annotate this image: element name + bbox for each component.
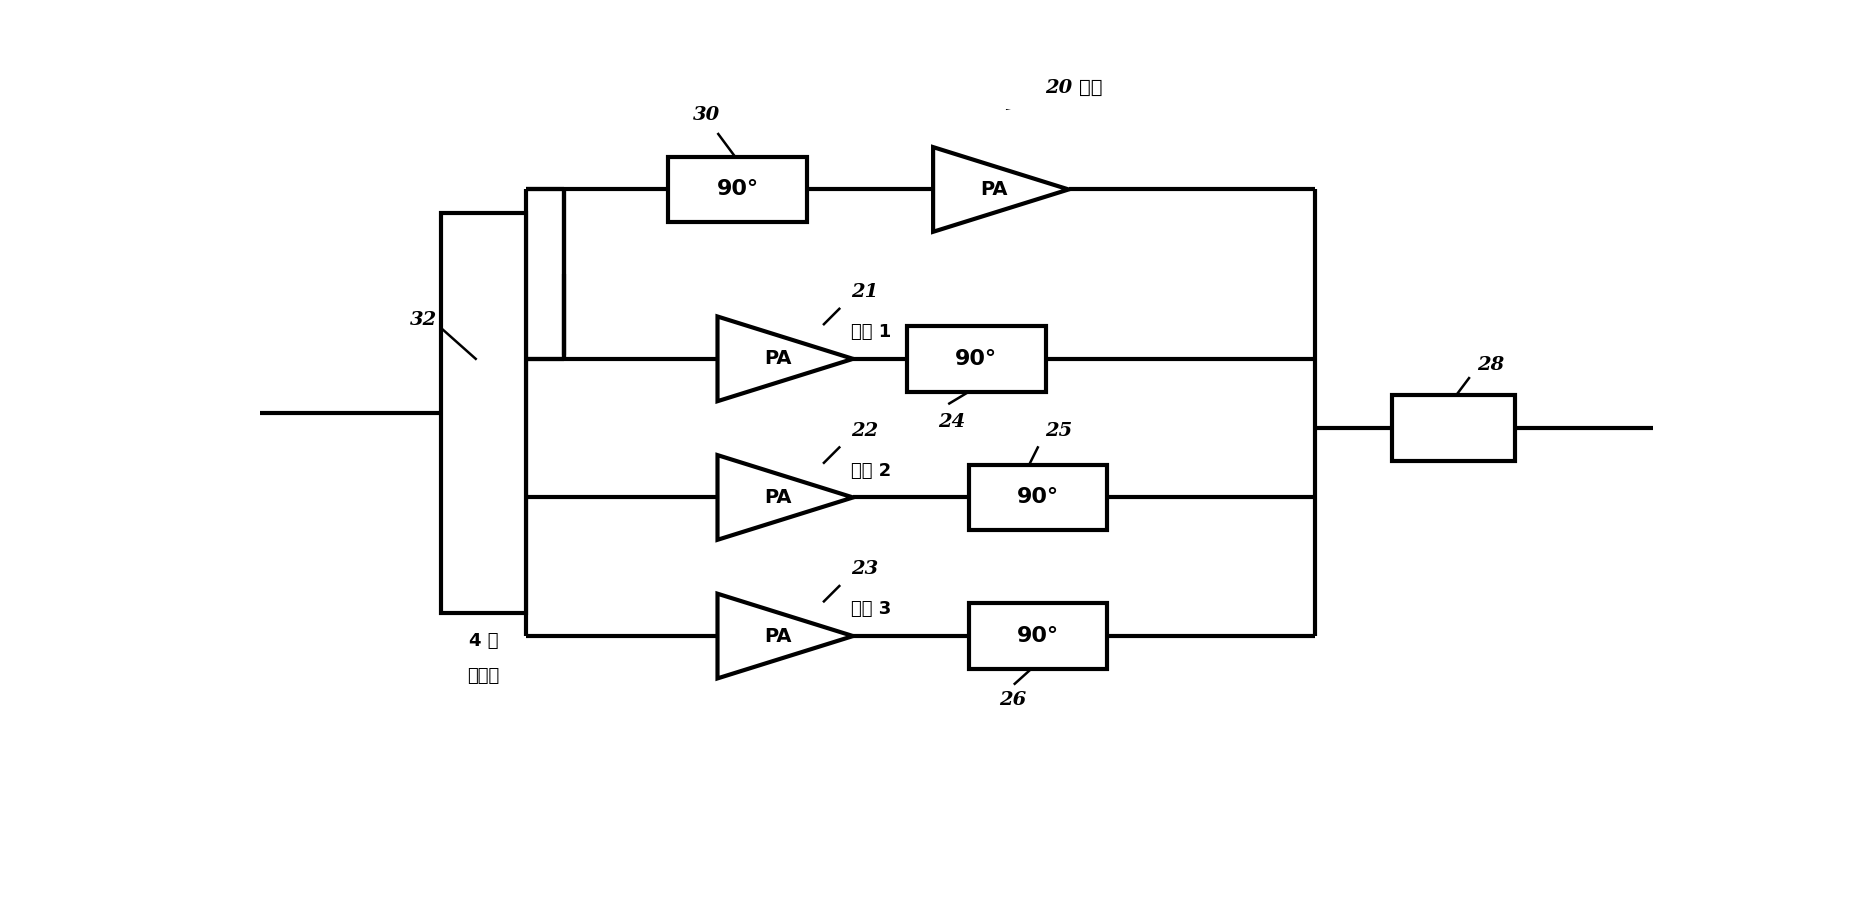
Bar xyxy=(1392,395,1515,461)
Text: PA: PA xyxy=(980,180,1008,199)
Text: PA: PA xyxy=(764,488,792,507)
Text: 32: 32 xyxy=(411,311,437,329)
Bar xyxy=(969,465,1108,530)
Polygon shape xyxy=(718,317,853,401)
Text: PA: PA xyxy=(764,626,792,645)
Text: 90°: 90° xyxy=(1017,488,1060,508)
Text: 28: 28 xyxy=(1476,357,1504,375)
Bar xyxy=(667,157,807,222)
Text: 26: 26 xyxy=(1000,691,1026,710)
Text: 30: 30 xyxy=(693,106,719,124)
Text: 90°: 90° xyxy=(716,179,758,199)
Bar xyxy=(907,326,1045,392)
Text: 20 载波: 20 载波 xyxy=(1045,79,1102,97)
Text: 25: 25 xyxy=(1045,422,1073,440)
Text: 分配器: 分配器 xyxy=(467,667,500,685)
Text: 峰值 3: 峰值 3 xyxy=(851,600,890,618)
Text: 22: 22 xyxy=(851,422,877,440)
Text: 23: 23 xyxy=(851,560,877,578)
Text: 90°: 90° xyxy=(956,348,996,369)
Text: 21: 21 xyxy=(851,283,877,301)
Bar xyxy=(441,213,526,613)
Text: 峰值 2: 峰值 2 xyxy=(851,462,890,480)
Polygon shape xyxy=(933,148,1069,232)
Polygon shape xyxy=(718,594,853,679)
Text: PA: PA xyxy=(764,349,792,368)
Text: 峰值 1: 峰值 1 xyxy=(851,323,890,341)
Polygon shape xyxy=(718,455,853,539)
Bar xyxy=(969,604,1108,669)
Text: 24: 24 xyxy=(937,413,965,431)
Text: 90°: 90° xyxy=(1017,626,1060,646)
Text: 4 路: 4 路 xyxy=(468,633,498,650)
